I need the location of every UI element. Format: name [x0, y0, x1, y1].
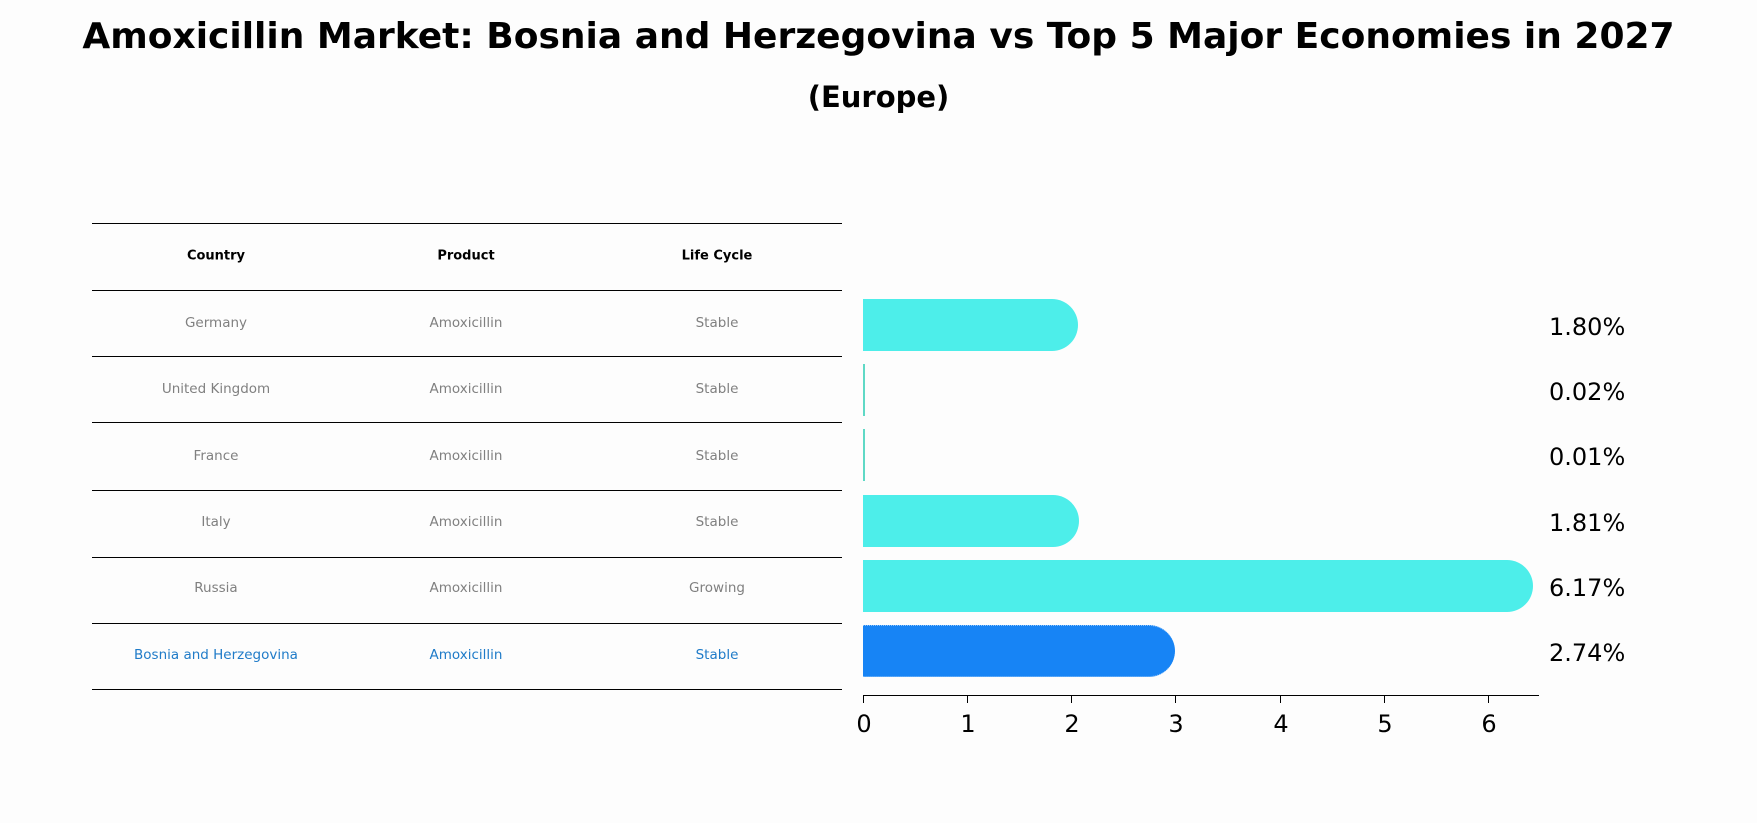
x-tick: [1488, 695, 1489, 703]
bar-germany: [863, 299, 1078, 351]
cell-product: Amoxicillin: [429, 647, 503, 663]
table-header-rule: [92, 290, 842, 291]
bar-france: [863, 429, 865, 481]
x-tick: [1175, 695, 1176, 703]
cell-life-cycle: Stable: [695, 647, 739, 663]
value-label: 1.81%: [1549, 509, 1626, 537]
x-axis: [863, 695, 1539, 696]
cell-life-cycle: Stable: [695, 381, 739, 397]
bar-russia: [863, 560, 1533, 612]
value-label: 0.02%: [1549, 378, 1626, 406]
x-tick-label: 0: [856, 710, 872, 738]
table-row-rule: [92, 623, 842, 624]
x-tick: [1071, 695, 1072, 703]
bar-bosnia-and-herzegovina: [863, 625, 1175, 677]
table-bottom-rule: [92, 689, 842, 690]
cell-country: Russia: [194, 580, 238, 596]
table-row-rule: [92, 356, 842, 357]
cell-life-cycle: Stable: [695, 315, 739, 331]
cell-country: Bosnia and Herzegovina: [134, 647, 298, 663]
chart-title: Amoxicillin Market: Bosnia and Herzegovi…: [82, 16, 1675, 57]
x-tick-label: 5: [1377, 710, 1393, 738]
value-label: 0.01%: [1549, 443, 1626, 471]
cell-life-cycle: Stable: [695, 448, 739, 464]
header-product: Product: [437, 248, 495, 264]
x-tick-label: 2: [1064, 710, 1080, 738]
chart-subtitle: (Europe): [807, 80, 950, 114]
table-row-rule: [92, 557, 842, 558]
cell-product: Amoxicillin: [429, 315, 503, 331]
x-tick: [967, 695, 968, 703]
value-label: 6.17%: [1549, 574, 1626, 602]
header-country: Country: [186, 248, 246, 264]
bar-united-kingdom: [863, 364, 865, 416]
header-life-cycle: Life Cycle: [681, 248, 753, 264]
table-top-rule: [92, 223, 842, 224]
cell-country: France: [193, 448, 239, 464]
cell-country: Italy: [201, 514, 231, 530]
cell-product: Amoxicillin: [429, 381, 503, 397]
cell-country: Germany: [184, 315, 248, 331]
cell-life-cycle: Stable: [695, 514, 739, 530]
x-tick-label: 3: [1168, 710, 1184, 738]
x-tick-label: 4: [1273, 710, 1289, 738]
x-tick-label: 6: [1481, 710, 1497, 738]
x-tick-label: 1: [960, 710, 976, 738]
cell-life-cycle: Growing: [689, 580, 745, 596]
cell-product: Amoxicillin: [429, 580, 503, 596]
x-tick: [863, 695, 864, 703]
value-label: 1.80%: [1549, 313, 1626, 341]
cell-product: Amoxicillin: [429, 514, 503, 530]
bar-italy: [863, 495, 1079, 547]
table-row-rule: [92, 422, 842, 423]
cell-product: Amoxicillin: [429, 448, 503, 464]
cell-country: United Kingdom: [161, 381, 271, 397]
x-tick: [1280, 695, 1281, 703]
x-tick: [1384, 695, 1385, 703]
table-row-rule: [92, 490, 842, 491]
value-label: 2.74%: [1549, 639, 1626, 667]
